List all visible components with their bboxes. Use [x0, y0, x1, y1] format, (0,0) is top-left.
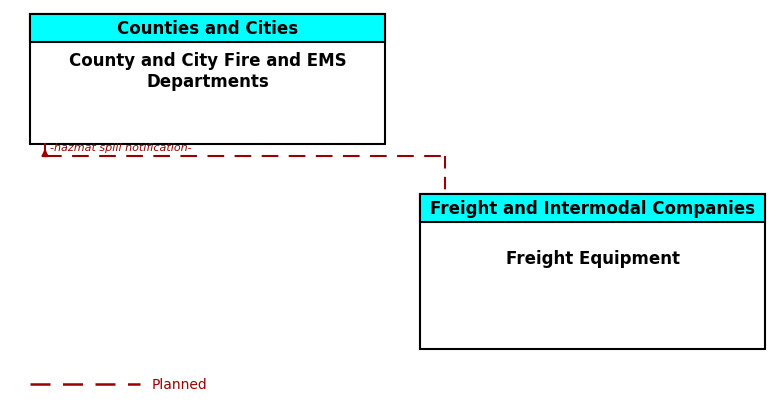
Text: County and City Fire and EMS
Departments: County and City Fire and EMS Departments: [69, 52, 346, 91]
Bar: [420, 195, 765, 349]
Bar: [420, 195, 765, 222]
Text: Freight Equipment: Freight Equipment: [505, 249, 680, 267]
Text: Freight and Intermodal Companies: Freight and Intermodal Companies: [430, 200, 755, 218]
Text: Counties and Cities: Counties and Cities: [117, 20, 298, 38]
Bar: [30, 15, 385, 145]
Text: Planned: Planned: [152, 377, 208, 391]
Bar: [30, 15, 385, 43]
Text: -hazmat spill notification-: -hazmat spill notification-: [50, 143, 192, 153]
